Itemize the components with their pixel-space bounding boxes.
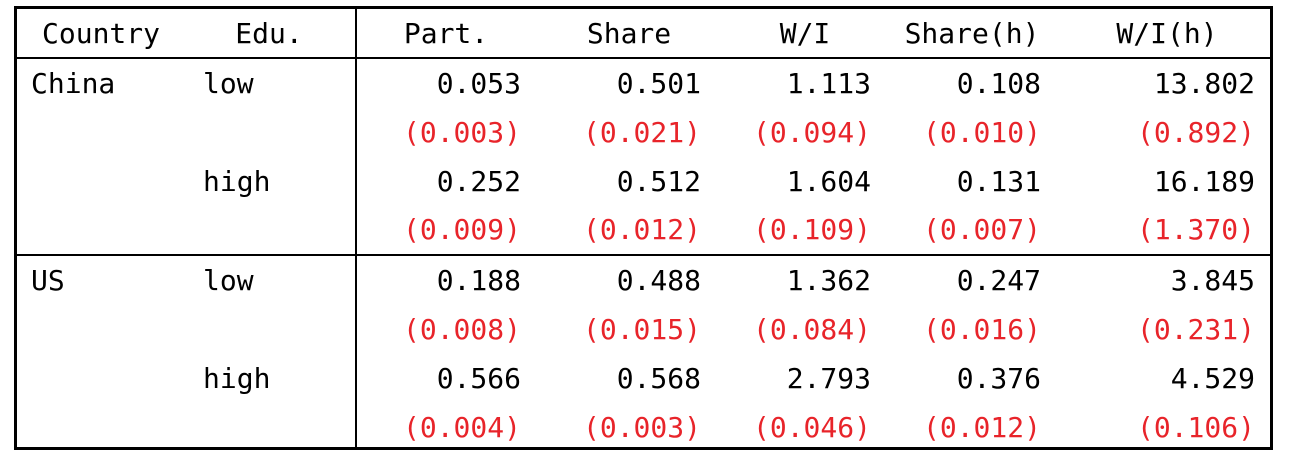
value-cell: 4.529: [1170, 362, 1255, 395]
std-error-cell: (0.021): [582, 116, 701, 149]
table-row: (0.008) (0.015) (0.084) (0.016) (0.231): [17, 305, 1270, 354]
std-error-cell: (0.003): [402, 116, 521, 149]
column-divider: [355, 9, 357, 447]
std-error-cell: (0.012): [922, 411, 1041, 444]
value-cell: 0.252: [436, 165, 521, 198]
group-divider: [17, 254, 1270, 256]
country-label: China: [31, 67, 116, 100]
value-cell: 2.793: [786, 362, 871, 395]
header-share: Share: [586, 17, 672, 50]
header-share-h: Share(h): [904, 17, 1040, 50]
value-cell: 3.845: [1170, 264, 1255, 297]
value-cell: 0.488: [616, 264, 701, 297]
std-error-cell: (0.892): [1136, 116, 1255, 149]
header-part: Part.: [403, 17, 489, 50]
value-cell: 0.131: [956, 165, 1041, 198]
std-error-cell: (0.010): [922, 116, 1041, 149]
value-cell: 0.108: [956, 67, 1041, 100]
edu-label: low: [203, 264, 254, 297]
value-cell: 0.568: [616, 362, 701, 395]
table-row: high 0.252 0.512 1.604 0.131 16.189: [17, 157, 1270, 206]
value-cell: 0.566: [436, 362, 521, 395]
table-row: (0.003) (0.021) (0.094) (0.010) (0.892): [17, 108, 1270, 157]
header-divider: [17, 57, 1270, 59]
std-error-cell: (0.009): [402, 213, 521, 246]
table-row: (0.004) (0.003) (0.046) (0.012) (0.106): [17, 403, 1270, 452]
table-row: high 0.566 0.568 2.793 0.376 4.529: [17, 354, 1270, 403]
table-row: China low 0.053 0.501 1.113 0.108 13.802: [17, 59, 1270, 108]
header-edu: Edu.: [235, 17, 303, 50]
header-wi-h: W/I(h): [1116, 17, 1218, 50]
value-cell: 0.247: [956, 264, 1041, 297]
value-cell: 13.802: [1153, 67, 1255, 100]
std-error-cell: (0.084): [752, 313, 871, 346]
table-row: (0.009) (0.012) (0.109) (0.007) (1.370): [17, 205, 1270, 254]
header-row: Country Edu. Part. Share W/I Share(h) W/…: [17, 9, 1270, 58]
value-cell: 0.053: [436, 67, 521, 100]
std-error-cell: (0.094): [752, 116, 871, 149]
value-cell: 1.362: [786, 264, 871, 297]
header-wi: W/I: [779, 17, 831, 50]
value-cell: 0.501: [616, 67, 701, 100]
std-error-cell: (1.370): [1136, 213, 1255, 246]
std-error-cell: (0.231): [1136, 313, 1255, 346]
edu-label: high: [203, 362, 271, 395]
value-cell: 1.113: [786, 67, 871, 100]
value-cell: 16.189: [1153, 165, 1255, 198]
std-error-cell: (0.003): [582, 411, 701, 444]
table-row: US low 0.188 0.488 1.362 0.247 3.845: [17, 256, 1270, 305]
std-error-cell: (0.004): [402, 411, 521, 444]
value-cell: 1.604: [786, 165, 871, 198]
country-label: US: [31, 264, 65, 297]
std-error-cell: (0.106): [1136, 411, 1255, 444]
std-error-cell: (0.007): [922, 213, 1041, 246]
value-cell: 0.188: [436, 264, 521, 297]
edu-label: low: [203, 67, 254, 100]
std-error-cell: (0.046): [752, 411, 871, 444]
std-error-cell: (0.015): [582, 313, 701, 346]
edu-label: high: [203, 165, 271, 198]
results-table: Country Edu. Part. Share W/I Share(h) W/…: [14, 6, 1273, 450]
value-cell: 0.376: [956, 362, 1041, 395]
header-country: Country: [41, 17, 161, 50]
std-error-cell: (0.012): [582, 213, 701, 246]
value-cell: 0.512: [616, 165, 701, 198]
std-error-cell: (0.016): [922, 313, 1041, 346]
std-error-cell: (0.008): [402, 313, 521, 346]
std-error-cell: (0.109): [752, 213, 871, 246]
